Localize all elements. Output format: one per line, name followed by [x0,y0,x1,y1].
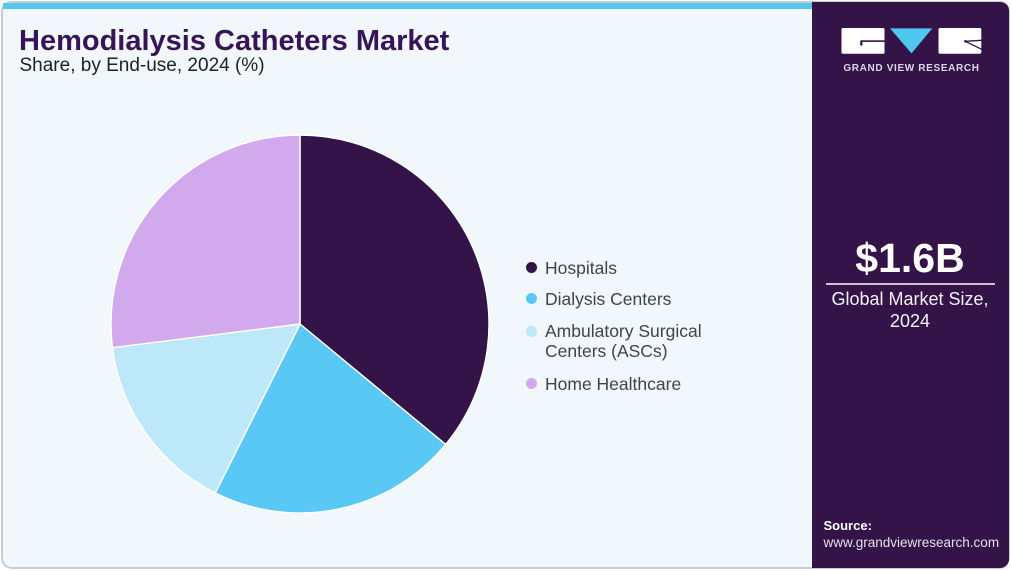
svg-text:GRAND VIEW RESEARCH: GRAND VIEW RESEARCH [843,63,979,74]
